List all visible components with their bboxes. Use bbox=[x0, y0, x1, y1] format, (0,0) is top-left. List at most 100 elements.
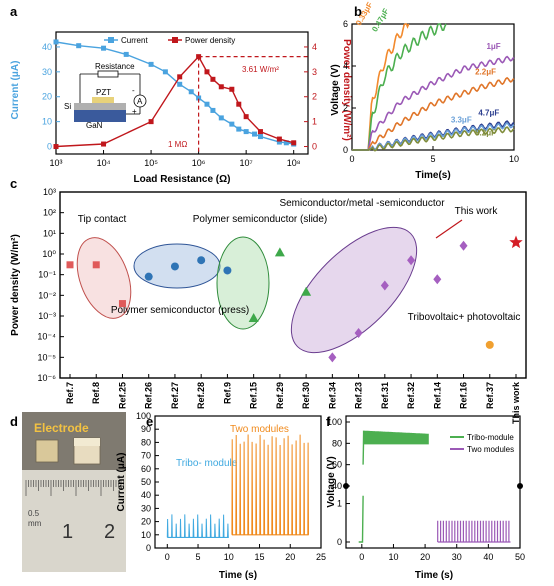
panel-e-tribo-label: Tribo- module bbox=[176, 458, 238, 469]
series-power-point bbox=[53, 144, 59, 150]
label-polymer-slide: Polymer semiconductor (slide) bbox=[193, 214, 328, 225]
panel-c-ytick-label: 10⁰ bbox=[42, 249, 56, 259]
panel-a-1mohm-annotation: 1 MΩ bbox=[168, 140, 187, 149]
series-current-point bbox=[188, 89, 194, 95]
inset-pzt-layer bbox=[92, 97, 114, 103]
inset-minus-label: - bbox=[132, 86, 135, 95]
legend-power-marker bbox=[172, 37, 178, 43]
panel-e-ytick-label: 30 bbox=[141, 503, 151, 513]
series-current-point bbox=[148, 61, 154, 67]
panel-a-xtick-label: 10⁶ bbox=[192, 158, 206, 168]
group-ellipse-tip-contact bbox=[76, 237, 132, 319]
panel-b-series-label: 8.2μF bbox=[475, 128, 496, 137]
panel-a-ytick-right-label: 4 bbox=[312, 42, 317, 52]
panel-c-point-circle bbox=[223, 266, 232, 275]
panel-c-ytick-label: 10³ bbox=[43, 187, 56, 197]
series-current-point bbox=[101, 45, 107, 51]
panel-e-xlabel: Time (s) bbox=[219, 570, 257, 581]
series-current-point bbox=[252, 131, 258, 137]
panel-f-xtick-label: 50 bbox=[515, 552, 525, 562]
panel-a-ytick-right-label: 2 bbox=[312, 92, 317, 102]
legend-current-marker bbox=[108, 37, 114, 43]
panel-c-xtick-label: Ref.9 bbox=[222, 382, 232, 404]
panel-f-two-pulses bbox=[437, 520, 510, 542]
label-polymer-press: Polymer semiconductor (press) bbox=[111, 305, 249, 316]
panel-a-xtick-label: 10⁸ bbox=[287, 158, 301, 168]
panel-e-ytick-label: 90 bbox=[141, 424, 151, 434]
inset-plus-label: + bbox=[132, 107, 137, 116]
panel-c-letter: c bbox=[10, 176, 17, 191]
panel-e-xtick-label: 0 bbox=[165, 552, 170, 562]
panel-a-xtick-label: 10³ bbox=[49, 158, 62, 168]
panel-e-ytick-label: 10 bbox=[141, 530, 151, 540]
panel-f-frame bbox=[345, 415, 521, 549]
panel-a-xtick-label: 10⁵ bbox=[144, 158, 158, 168]
series-current-point bbox=[53, 39, 59, 45]
inset-si-layer bbox=[74, 103, 126, 110]
panel-a-xtick-label: 10⁷ bbox=[240, 158, 253, 168]
panel-b-xlabel: Time(s) bbox=[415, 170, 450, 181]
panel-c-xtick-label: This work bbox=[511, 381, 521, 424]
label-tip-contact: Tip contact bbox=[78, 214, 127, 225]
panel-f-tribo-jump bbox=[362, 432, 365, 465]
series-power-point bbox=[101, 141, 107, 147]
series-power-point bbox=[210, 76, 216, 82]
panel-c-point-square bbox=[118, 300, 126, 308]
panel-e-series-line bbox=[166, 514, 229, 538]
legend-two-label: Two modules bbox=[467, 445, 514, 454]
photo-electrode-label: Electrode bbox=[34, 421, 89, 435]
series-power-point bbox=[276, 136, 282, 142]
panel-e-chart: Current (μA) Time (s) Tribo- module Two … bbox=[116, 411, 326, 581]
panel-c-ytick-label: 10⁻¹ bbox=[38, 270, 56, 280]
panel-a-xlabel: Load Resistance (Ω) bbox=[134, 174, 231, 185]
panel-b-series-label: 4.7μF bbox=[478, 108, 499, 117]
label-tribo-photovoltaic: Tribovoltaic+ photovoltaic bbox=[408, 312, 521, 323]
panel-e-xtick-label: 20 bbox=[285, 552, 295, 562]
panel-b-series-line bbox=[352, 76, 515, 151]
panel-a-ylabel-left: Current (μA) bbox=[10, 61, 21, 120]
panel-c-ytick-label: 10² bbox=[43, 208, 56, 218]
series-current-point bbox=[236, 126, 242, 132]
group-ellipse-polymer-slide bbox=[216, 236, 270, 330]
photo-sample-1 bbox=[35, 439, 59, 463]
series-power-point bbox=[257, 129, 263, 135]
panel-e-two-label: Two modules bbox=[230, 424, 289, 435]
panel-a-letter: a bbox=[10, 4, 18, 19]
panel-f-ylabel: Voltage (V) bbox=[326, 456, 337, 507]
panel-e-xtick-label: 10 bbox=[224, 552, 234, 562]
panel-c-point-diamond bbox=[380, 280, 389, 291]
panel-b-series-line bbox=[352, 55, 515, 151]
panel-c-xtick-label: Ref.34 bbox=[327, 382, 337, 409]
panel-f-xtick-label: 30 bbox=[452, 552, 462, 562]
ruler-label-mm: mm bbox=[28, 519, 42, 528]
panel-c-point-diamond bbox=[354, 328, 363, 339]
panel-c-xtick-label: Ref.8 bbox=[91, 382, 101, 404]
series-current-point bbox=[276, 139, 282, 145]
panel-c-xtick-label: Ref.16 bbox=[459, 382, 469, 409]
label-semiconductor: Semiconductor/metal -semiconductor bbox=[279, 198, 445, 209]
legend-tribo-label: Tribo-module bbox=[467, 433, 514, 442]
panel-c-point-triangle bbox=[301, 286, 312, 296]
panel-e-xtick-label: 15 bbox=[255, 552, 265, 562]
series-power-point bbox=[291, 140, 297, 146]
panel-b-series-line bbox=[352, 126, 515, 152]
panel-c-point-circle bbox=[144, 272, 153, 281]
series-current-point bbox=[162, 69, 168, 75]
panel-b-series-label: 3.3μF bbox=[451, 116, 472, 125]
series-power-point bbox=[243, 114, 249, 120]
panel-f-ytick-label: 80 bbox=[332, 438, 342, 448]
series-current-point bbox=[76, 43, 82, 49]
panel-c-xtick-label: Ref.25 bbox=[117, 382, 127, 409]
panel-c-xtick-label: Ref.32 bbox=[406, 382, 416, 409]
panel-b-series-line bbox=[352, 23, 447, 151]
inset-ammeter bbox=[133, 94, 147, 108]
series-power-point bbox=[218, 84, 224, 90]
panel-c-xtick-label: Ref.31 bbox=[380, 382, 390, 409]
panel-e-ylabel: Current (μA) bbox=[116, 453, 127, 512]
panel-c-xtick-label: Ref.14 bbox=[432, 382, 442, 409]
panel-b-series-label: 0.47μF bbox=[370, 7, 391, 34]
panel-a-ytick-left-label: 0 bbox=[47, 142, 52, 152]
legend-power-label: Power density bbox=[185, 36, 235, 45]
